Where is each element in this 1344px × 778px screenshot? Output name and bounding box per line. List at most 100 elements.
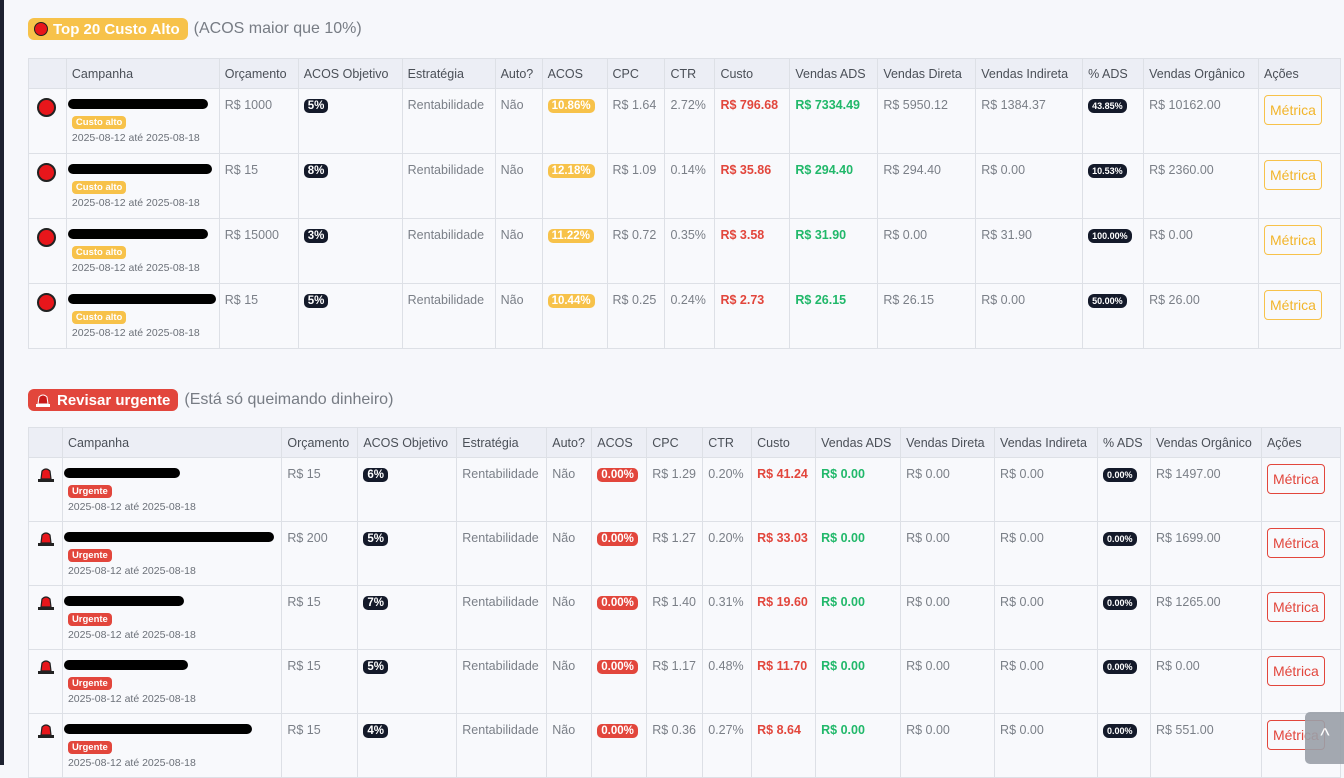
column-header: % ADS xyxy=(1097,427,1151,458)
cost-value: R$ 35.86 xyxy=(720,163,772,177)
cell-strategy: Rentabilidade xyxy=(456,521,548,586)
campaign-cell: Urgente 2025-08-12 até 2025-08-18 xyxy=(61,457,283,522)
column-header: Orçamento xyxy=(281,427,359,458)
column-header: Vendas Orgânico xyxy=(1149,427,1262,458)
cell-pct-ads: 0.00% xyxy=(1097,457,1151,522)
campaign-cell: Urgente 2025-08-12 até 2025-08-18 xyxy=(61,649,283,714)
date-range: 2025-08-12 até 2025-08-18 xyxy=(67,629,196,641)
metric-button[interactable]: Métrica xyxy=(1266,592,1325,622)
cell-sales-direct: R$ 294.40 xyxy=(877,153,977,219)
column-header: Auto? xyxy=(494,58,543,89)
column-header: ACOS xyxy=(541,58,608,89)
date-range: 2025-08-12 até 2025-08-18 xyxy=(71,327,200,339)
campaign-name-redacted[interactable] xyxy=(63,596,276,609)
campaign-cell: Urgente 2025-08-12 até 2025-08-18 xyxy=(61,585,283,650)
column-header: Vendas Orgânico xyxy=(1143,58,1260,89)
cell-cpc: R$ 1.29 xyxy=(646,457,704,522)
campaign-name-redacted[interactable] xyxy=(63,532,276,545)
campaign-name-redacted[interactable] xyxy=(67,99,214,112)
campaign-name-redacted[interactable] xyxy=(67,229,214,242)
cell-auto: Não xyxy=(546,521,593,586)
cell-acos-obj: 6% xyxy=(357,457,458,522)
metric-button[interactable]: Métrica xyxy=(1266,464,1325,494)
cell-auto: Não xyxy=(494,218,543,284)
cell-sales-direct: R$ 5950.12 xyxy=(877,88,977,154)
acos-target-badge: 5% xyxy=(363,532,388,546)
cell-pct-ads: 10.53% xyxy=(1082,153,1145,219)
cell-pct-ads: 0.00% xyxy=(1097,713,1151,778)
column-header: Auto? xyxy=(546,427,593,458)
table-row: Urgente 2025-08-12 até 2025-08-18 R$ 200 5%… xyxy=(28,521,1342,586)
section-high-cost-header: Top 20 Custo Alto (ACOS maior que 10%) xyxy=(28,18,362,40)
row-status-cell xyxy=(28,521,63,586)
sales-ads-value: R$ 0.00 xyxy=(821,659,865,673)
table-row: Custo alto 2025-08-12 até 2025-08-18 R$ 10… xyxy=(28,88,1341,154)
campaign-name-redacted[interactable] xyxy=(67,164,214,177)
cell-auto: Não xyxy=(494,153,543,219)
cell-cost: R$ 796.68 xyxy=(714,88,791,154)
cell-acos: 0.00% xyxy=(591,521,648,586)
row-status-cell xyxy=(28,649,63,714)
metric-button[interactable]: Métrica xyxy=(1264,225,1322,255)
actions-cell: Métrica xyxy=(1258,153,1341,219)
campaign-cell: Custo alto 2025-08-12 até 2025-08-18 xyxy=(65,153,220,219)
metric-button[interactable]: Métrica xyxy=(1264,95,1322,125)
cost-value: R$ 41.24 xyxy=(757,467,808,481)
urgent-table: Campanha Orçamento ACOS Objetivo Estratégia… xyxy=(28,427,1342,778)
metric-button[interactable]: Métrica xyxy=(1264,160,1322,190)
scroll-to-top-button[interactable]: ^ xyxy=(1305,712,1344,764)
campaign-name-redacted[interactable] xyxy=(67,294,216,307)
table-header-row: Campanha Orçamento ACOS Objetivo Estratégia… xyxy=(28,58,1341,89)
column-header: Campanha xyxy=(61,427,283,458)
table-row: Custo alto 2025-08-12 até 2025-08-18 R$ 15… xyxy=(28,283,1341,349)
column-header: Custo xyxy=(751,427,817,458)
table-row: Urgente 2025-08-12 até 2025-08-18 R$ 15 6% R… xyxy=(28,457,1342,522)
cell-auto: Não xyxy=(546,457,593,522)
column-header: Estratégia xyxy=(456,427,548,458)
cost-value: R$ 2.73 xyxy=(720,293,765,307)
sales-ads-value: R$ 7334.49 xyxy=(795,98,861,112)
cell-auto: Não xyxy=(494,88,543,154)
cell-acos: 0.00% xyxy=(591,585,648,650)
section-urgent-title: Revisar urgente xyxy=(57,391,171,409)
high-cost-table: Campanha Orçamento ACOS Objetivo Estratégia… xyxy=(28,58,1341,349)
column-header: ACOS Objetivo xyxy=(297,58,403,89)
acos-badge: 0.00% xyxy=(597,532,638,546)
campaign-cell: Custo alto 2025-08-12 até 2025-08-18 xyxy=(65,88,220,154)
sales-ads-value: R$ 31.90 xyxy=(795,228,847,242)
campaign-name-redacted[interactable] xyxy=(63,724,276,737)
acos-badge: 11.22% xyxy=(547,229,594,243)
cost-value: R$ 8.64 xyxy=(757,723,801,737)
cell-auto: Não xyxy=(494,283,543,349)
acos-target-badge: 6% xyxy=(363,468,388,482)
cell-acos-obj: 7% xyxy=(357,585,458,650)
pct-ads-badge: 0.00% xyxy=(1103,468,1137,482)
siren-icon xyxy=(38,660,54,674)
cell-acos-obj: 5% xyxy=(357,649,458,714)
cell-ctr: 0.20% xyxy=(702,521,753,586)
cell-sales-organic: R$ 1265.00 xyxy=(1149,585,1262,650)
campaign-name-redacted[interactable] xyxy=(63,660,276,673)
row-status-cell xyxy=(28,457,63,522)
cell-budget: R$ 15 xyxy=(218,153,299,219)
cell-budget: R$ 15 xyxy=(281,649,359,714)
sales-ads-value: R$ 294.40 xyxy=(795,163,854,177)
metric-button[interactable]: Métrica xyxy=(1264,290,1322,320)
actions-cell: Métrica xyxy=(1260,457,1342,522)
table-row: Urgente 2025-08-12 até 2025-08-18 R$ 15 7% R… xyxy=(28,585,1342,650)
red-circle-icon xyxy=(37,163,56,182)
acos-target-badge: 8% xyxy=(303,164,329,178)
row-status-cell xyxy=(28,153,67,219)
cell-sales-ads: R$ 0.00 xyxy=(815,649,902,714)
actions-cell: Métrica xyxy=(1260,585,1342,650)
metric-button[interactable]: Métrica xyxy=(1266,656,1325,686)
metric-button[interactable]: Métrica xyxy=(1266,528,1325,558)
cell-cpc: R$ 0.25 xyxy=(606,283,666,349)
campaign-name-redacted[interactable] xyxy=(63,468,276,481)
acos-badge: 10.44% xyxy=(547,294,595,308)
cell-strategy: Rentabilidade xyxy=(456,649,548,714)
acos-target-badge: 5% xyxy=(363,660,388,674)
cell-cpc: R$ 1.27 xyxy=(646,521,704,586)
sales-ads-value: R$ 0.00 xyxy=(821,595,865,609)
column-header: Vendas Indireta xyxy=(994,427,1098,458)
